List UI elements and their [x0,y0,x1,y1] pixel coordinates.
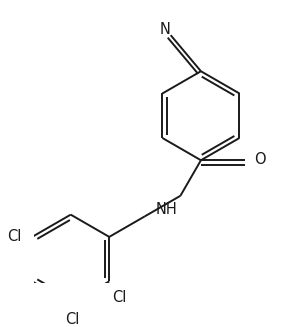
Text: N: N [159,22,170,37]
Text: Cl: Cl [65,312,80,327]
Text: O: O [254,152,266,167]
Text: Cl: Cl [112,290,126,305]
Text: Cl: Cl [8,229,22,244]
Text: NH: NH [155,202,177,217]
